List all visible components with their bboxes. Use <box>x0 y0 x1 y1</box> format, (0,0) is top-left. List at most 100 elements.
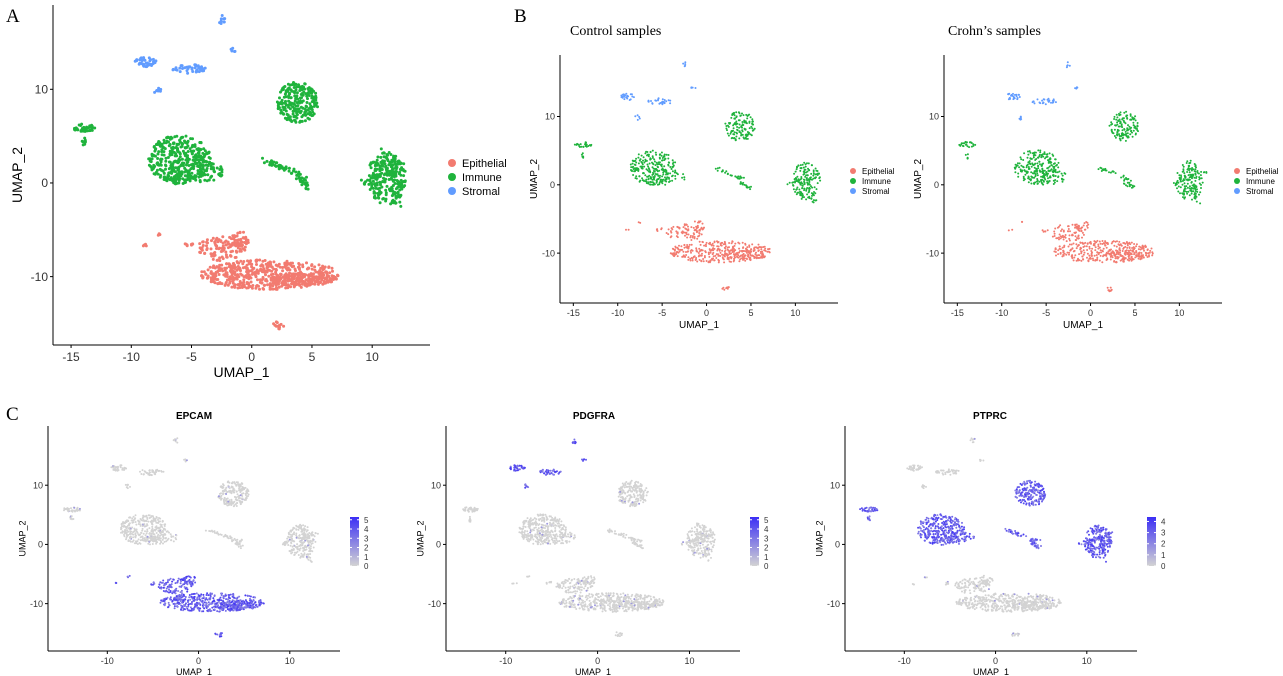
cell-point-epithelial <box>196 607 199 610</box>
cell-point-immune <box>1119 138 1122 141</box>
cell-point-immune <box>642 156 645 159</box>
cell-point-immune <box>183 179 187 183</box>
cell-point-epithelial <box>757 246 760 249</box>
cell-point-immune <box>1032 176 1034 179</box>
cell-point-immune <box>738 131 741 133</box>
cell-point-immune <box>1061 174 1064 177</box>
cell-point-immune <box>1028 150 1031 153</box>
cell-point-immune <box>648 168 651 171</box>
cell-point-immune <box>579 143 582 146</box>
cell-point-immune <box>384 168 388 172</box>
cell-point-immune <box>1016 164 1019 167</box>
cell-point-immune <box>1183 189 1185 192</box>
cell-point-epithelial <box>1082 253 1085 256</box>
cell-point-epithelial <box>1058 245 1061 248</box>
cell-point-immune <box>299 109 303 113</box>
cell-point-epithelial <box>1068 239 1071 242</box>
cell-point-epithelial <box>272 267 276 271</box>
cell-point-immune <box>279 111 283 115</box>
cell-point-immune <box>1113 128 1116 131</box>
cell-point-immune <box>1194 187 1197 190</box>
y-axis-label: UMAP_2 <box>9 147 25 203</box>
legend-key-epithelial <box>448 159 456 167</box>
cell-point-epithelial <box>330 274 334 278</box>
cell-point-immune <box>371 176 374 180</box>
cell-point-immune <box>285 89 289 92</box>
cell-point-epithelial <box>314 270 318 274</box>
cell-point-immune <box>198 180 202 184</box>
cell-point-epithelial <box>171 580 174 583</box>
cell-point-epithelial <box>1086 256 1088 259</box>
cell-point-immune <box>289 171 293 175</box>
cell-point-stromal <box>625 92 628 95</box>
cell-point-stromal <box>1076 86 1079 89</box>
cell-point-immune <box>1131 135 1134 138</box>
cell-point-epithelial <box>294 280 298 284</box>
cell-point-immune <box>309 107 312 110</box>
cell-point-epithelial <box>322 273 326 277</box>
x-tick-label: 10 <box>1174 308 1184 318</box>
cell-point-immune <box>1022 177 1025 180</box>
cell-point-immune <box>815 188 818 191</box>
cell-point-epithelial <box>1098 246 1101 249</box>
cell-point-epithelial <box>231 237 235 241</box>
cell-point-immune <box>265 159 269 163</box>
cell-point-immune <box>181 142 184 146</box>
cell-point-epithelial <box>160 599 163 602</box>
cell-point-immune <box>90 128 94 132</box>
cell-point-immune <box>663 158 666 160</box>
cell-point-epithelial <box>726 246 729 249</box>
cell-point-immune <box>1046 167 1049 170</box>
cell-point-epithelial <box>249 597 251 600</box>
cell-point-epithelial <box>324 270 328 274</box>
cell-point-immune <box>1179 192 1181 195</box>
cell-point-immune <box>375 158 379 162</box>
cell-point-immune <box>646 163 649 166</box>
cell-point-epithelial <box>167 606 169 609</box>
cell-point-epithelial <box>1099 242 1102 245</box>
cell-point-immune <box>796 186 799 189</box>
cell-point-epithelial <box>202 270 206 274</box>
cell-point-immune <box>191 163 195 167</box>
cell-point-stromal <box>1036 98 1039 101</box>
cell-point-immune <box>293 118 296 122</box>
cell-point-stromal <box>623 95 626 98</box>
cell-point-stromal <box>1044 103 1047 106</box>
cell-point-epithelial <box>1119 253 1122 256</box>
cell-point-epithelial <box>1071 223 1074 226</box>
cell-point-immune <box>1182 168 1185 171</box>
cell-point-epithelial <box>1113 254 1116 257</box>
cell-point-immune <box>379 147 383 151</box>
cell-point-immune <box>1182 165 1185 168</box>
cell-point-immune <box>373 174 377 178</box>
cell-point-epithelial <box>1128 259 1131 262</box>
cell-point-immune <box>1031 163 1034 166</box>
cell-point-immune <box>647 178 650 181</box>
legend-key-stromal <box>850 188 856 194</box>
cell-point-immune <box>1038 180 1041 183</box>
cell-point-epithelial <box>744 242 747 245</box>
cell-point-epithelial <box>720 241 723 244</box>
cell-point-immune <box>160 153 164 157</box>
cell-point-epithelial <box>232 594 235 597</box>
cell-point-immune <box>738 137 741 140</box>
cell-point-immune <box>284 109 288 113</box>
cell-point-immune <box>81 126 85 130</box>
cell-point-epithelial <box>233 285 237 289</box>
cell-point-immune <box>164 167 167 171</box>
cell-point-immune <box>299 93 303 96</box>
cell-point-epithelial <box>683 246 686 249</box>
cell-point-immune <box>203 178 207 182</box>
cell-point-epithelial <box>1062 238 1065 241</box>
cell-point-epithelial <box>732 245 734 248</box>
cell-point-epithelial <box>660 228 663 231</box>
cell-point-immune <box>1120 135 1123 138</box>
cell-point-immune <box>799 169 802 172</box>
cell-point-immune <box>808 183 811 185</box>
cell-point-immune <box>1110 123 1113 126</box>
cell-point-epithelial <box>190 595 193 598</box>
cell-point-epithelial <box>1054 247 1057 250</box>
cell-point-immune <box>1052 154 1055 157</box>
cell-point-immune <box>667 157 670 160</box>
cell-point-immune <box>1181 183 1184 186</box>
